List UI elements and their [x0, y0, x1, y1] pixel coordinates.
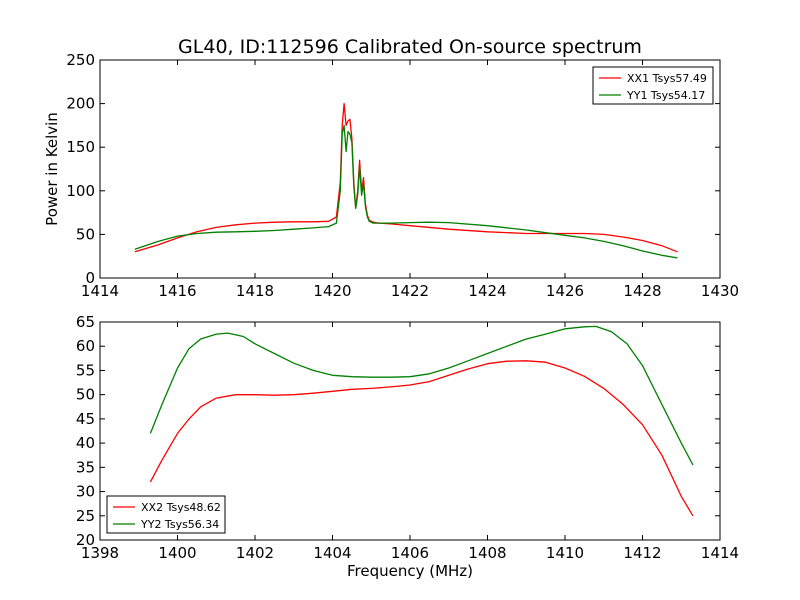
x-tick-label: 1424 [468, 282, 506, 300]
x-tick-label: 1422 [391, 282, 429, 300]
y-tick-label: 150 [66, 138, 95, 156]
y-axis-label: Power in Kelvin [43, 112, 61, 226]
y-tick-label: 20 [76, 531, 95, 549]
top-spectrum-chart: GL40, ID:112596 Calibrated On-source spe… [43, 36, 739, 300]
y-tick-label: 30 [76, 483, 95, 501]
y-tick-label: 200 [66, 95, 95, 113]
legend-box [592, 66, 714, 105]
x-tick-label: 1416 [158, 282, 196, 300]
x-tick-label: 1408 [468, 544, 506, 562]
x-tick-label: 1428 [623, 282, 661, 300]
y-tick-label: 45 [76, 410, 95, 428]
series-line-1 [149, 360, 694, 517]
y-tick-label: 100 [66, 182, 95, 200]
x-tick-label: 1406 [391, 544, 429, 562]
x-tick-label: 1430 [701, 282, 739, 300]
x-tick-label: 1426 [546, 282, 584, 300]
chart-title: GL40, ID:112596 Calibrated On-source spe… [178, 36, 642, 58]
x-tick-label: 1414 [81, 282, 119, 300]
legend-label: YY1 Tsys54.17 [626, 89, 705, 102]
series-line-2 [149, 325, 694, 466]
x-axis-label: Frequency (MHz) [347, 562, 473, 580]
series-line-2 [134, 124, 678, 259]
y-tick-label: 60 [76, 337, 95, 355]
x-tick-label: 1410 [546, 544, 584, 562]
y-tick-label: 0 [85, 269, 95, 287]
legend-box [106, 495, 226, 534]
y-tick-label: 35 [76, 458, 95, 476]
legend-label: YY2 Tsys56.34 [140, 518, 219, 531]
x-tick-label: 1412 [623, 544, 661, 562]
series-line-1 [134, 102, 678, 253]
legend-label: XX1 Tsys57.49 [627, 72, 707, 85]
y-tick-label: 250 [66, 51, 95, 69]
y-tick-label: 50 [76, 225, 95, 243]
x-tick-label: 1420 [313, 282, 351, 300]
x-tick-label: 1402 [236, 544, 274, 562]
legend: XX1 Tsys57.49 YY1 Tsys54.17 [592, 66, 714, 105]
y-tick-label: 25 [76, 507, 95, 525]
x-tick-label: 1400 [158, 544, 196, 562]
legend: XX2 Tsys48.62 YY2 Tsys56.34 [106, 495, 226, 534]
y-tick-label: 55 [76, 361, 95, 379]
x-tick-label: 1414 [701, 544, 739, 562]
y-tick-label: 50 [76, 386, 95, 404]
y-tick-label: 40 [76, 434, 95, 452]
x-tick-label: 1418 [236, 282, 274, 300]
x-tick-label: 1404 [313, 544, 351, 562]
legend-label: XX2 Tsys48.62 [141, 501, 221, 514]
x-tick-label: 1398 [81, 544, 119, 562]
y-tick-label: 65 [76, 313, 95, 331]
bottom-spectrum-chart: 1398 1400 1402 1404 1406 1408 1410 1412 1414 20 25… [76, 313, 739, 580]
